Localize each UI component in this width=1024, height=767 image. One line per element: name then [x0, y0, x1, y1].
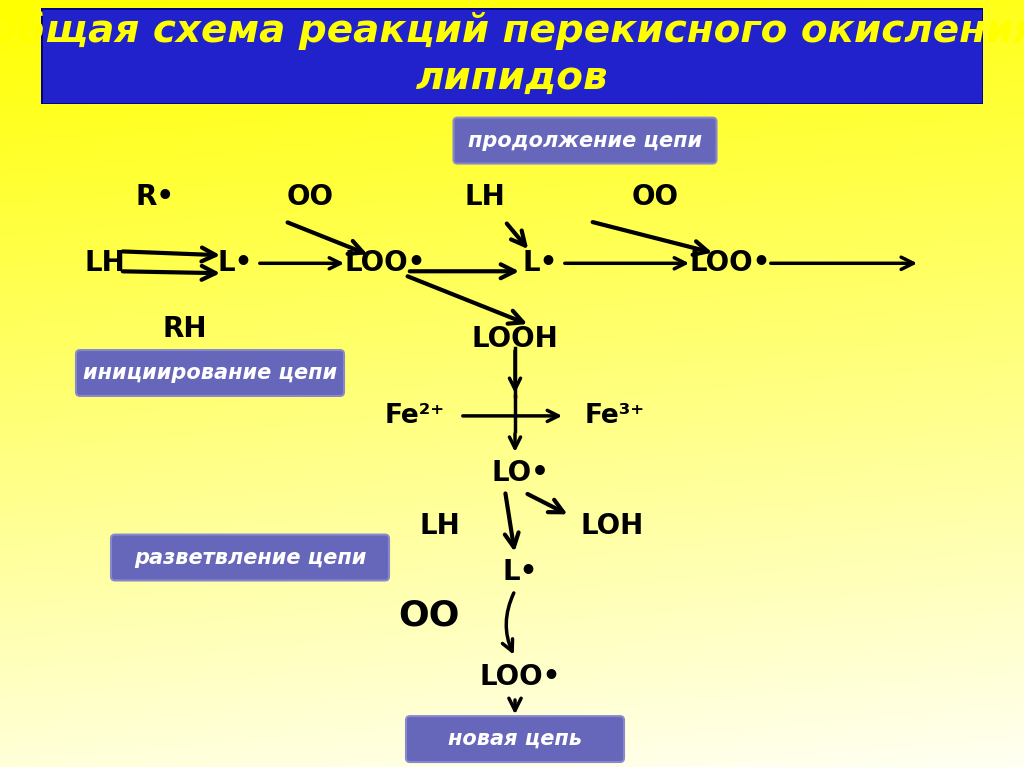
- Text: L•: L•: [217, 249, 253, 278]
- Text: LOH: LOH: [580, 512, 643, 540]
- Text: LOO•: LOO•: [344, 249, 426, 278]
- Text: OO: OO: [287, 183, 334, 212]
- FancyBboxPatch shape: [111, 535, 389, 581]
- Text: LOO•: LOO•: [479, 663, 561, 691]
- Text: LO•: LO•: [492, 459, 549, 487]
- Text: LOOH: LOOH: [472, 325, 558, 353]
- Text: Fe²⁺: Fe²⁺: [385, 403, 445, 429]
- Text: OO: OO: [632, 183, 679, 212]
- FancyBboxPatch shape: [454, 117, 717, 163]
- Text: RH: RH: [163, 315, 207, 343]
- Text: инициирование цепи: инициирование цепи: [83, 363, 337, 383]
- Text: продолжение цепи: продолжение цепи: [468, 130, 702, 150]
- Text: L•: L•: [522, 249, 558, 278]
- FancyBboxPatch shape: [406, 716, 624, 762]
- Text: R•: R•: [135, 183, 174, 212]
- FancyBboxPatch shape: [76, 350, 344, 396]
- Text: Fe³⁺: Fe³⁺: [585, 403, 645, 429]
- Text: L•: L•: [503, 558, 538, 587]
- Text: LH: LH: [85, 249, 125, 278]
- Text: OO: OO: [398, 598, 460, 632]
- FancyBboxPatch shape: [41, 8, 983, 104]
- Text: новая цепь: новая цепь: [449, 729, 582, 749]
- Text: LH: LH: [419, 512, 460, 540]
- Text: LOO•: LOO•: [689, 249, 771, 278]
- Text: Общая схема реакций перекисного окисления
липидов: Общая схема реакций перекисного окислени…: [0, 11, 1024, 97]
- Text: LH: LH: [465, 183, 506, 212]
- Text: разветвление цепи: разветвление цепи: [134, 548, 367, 568]
